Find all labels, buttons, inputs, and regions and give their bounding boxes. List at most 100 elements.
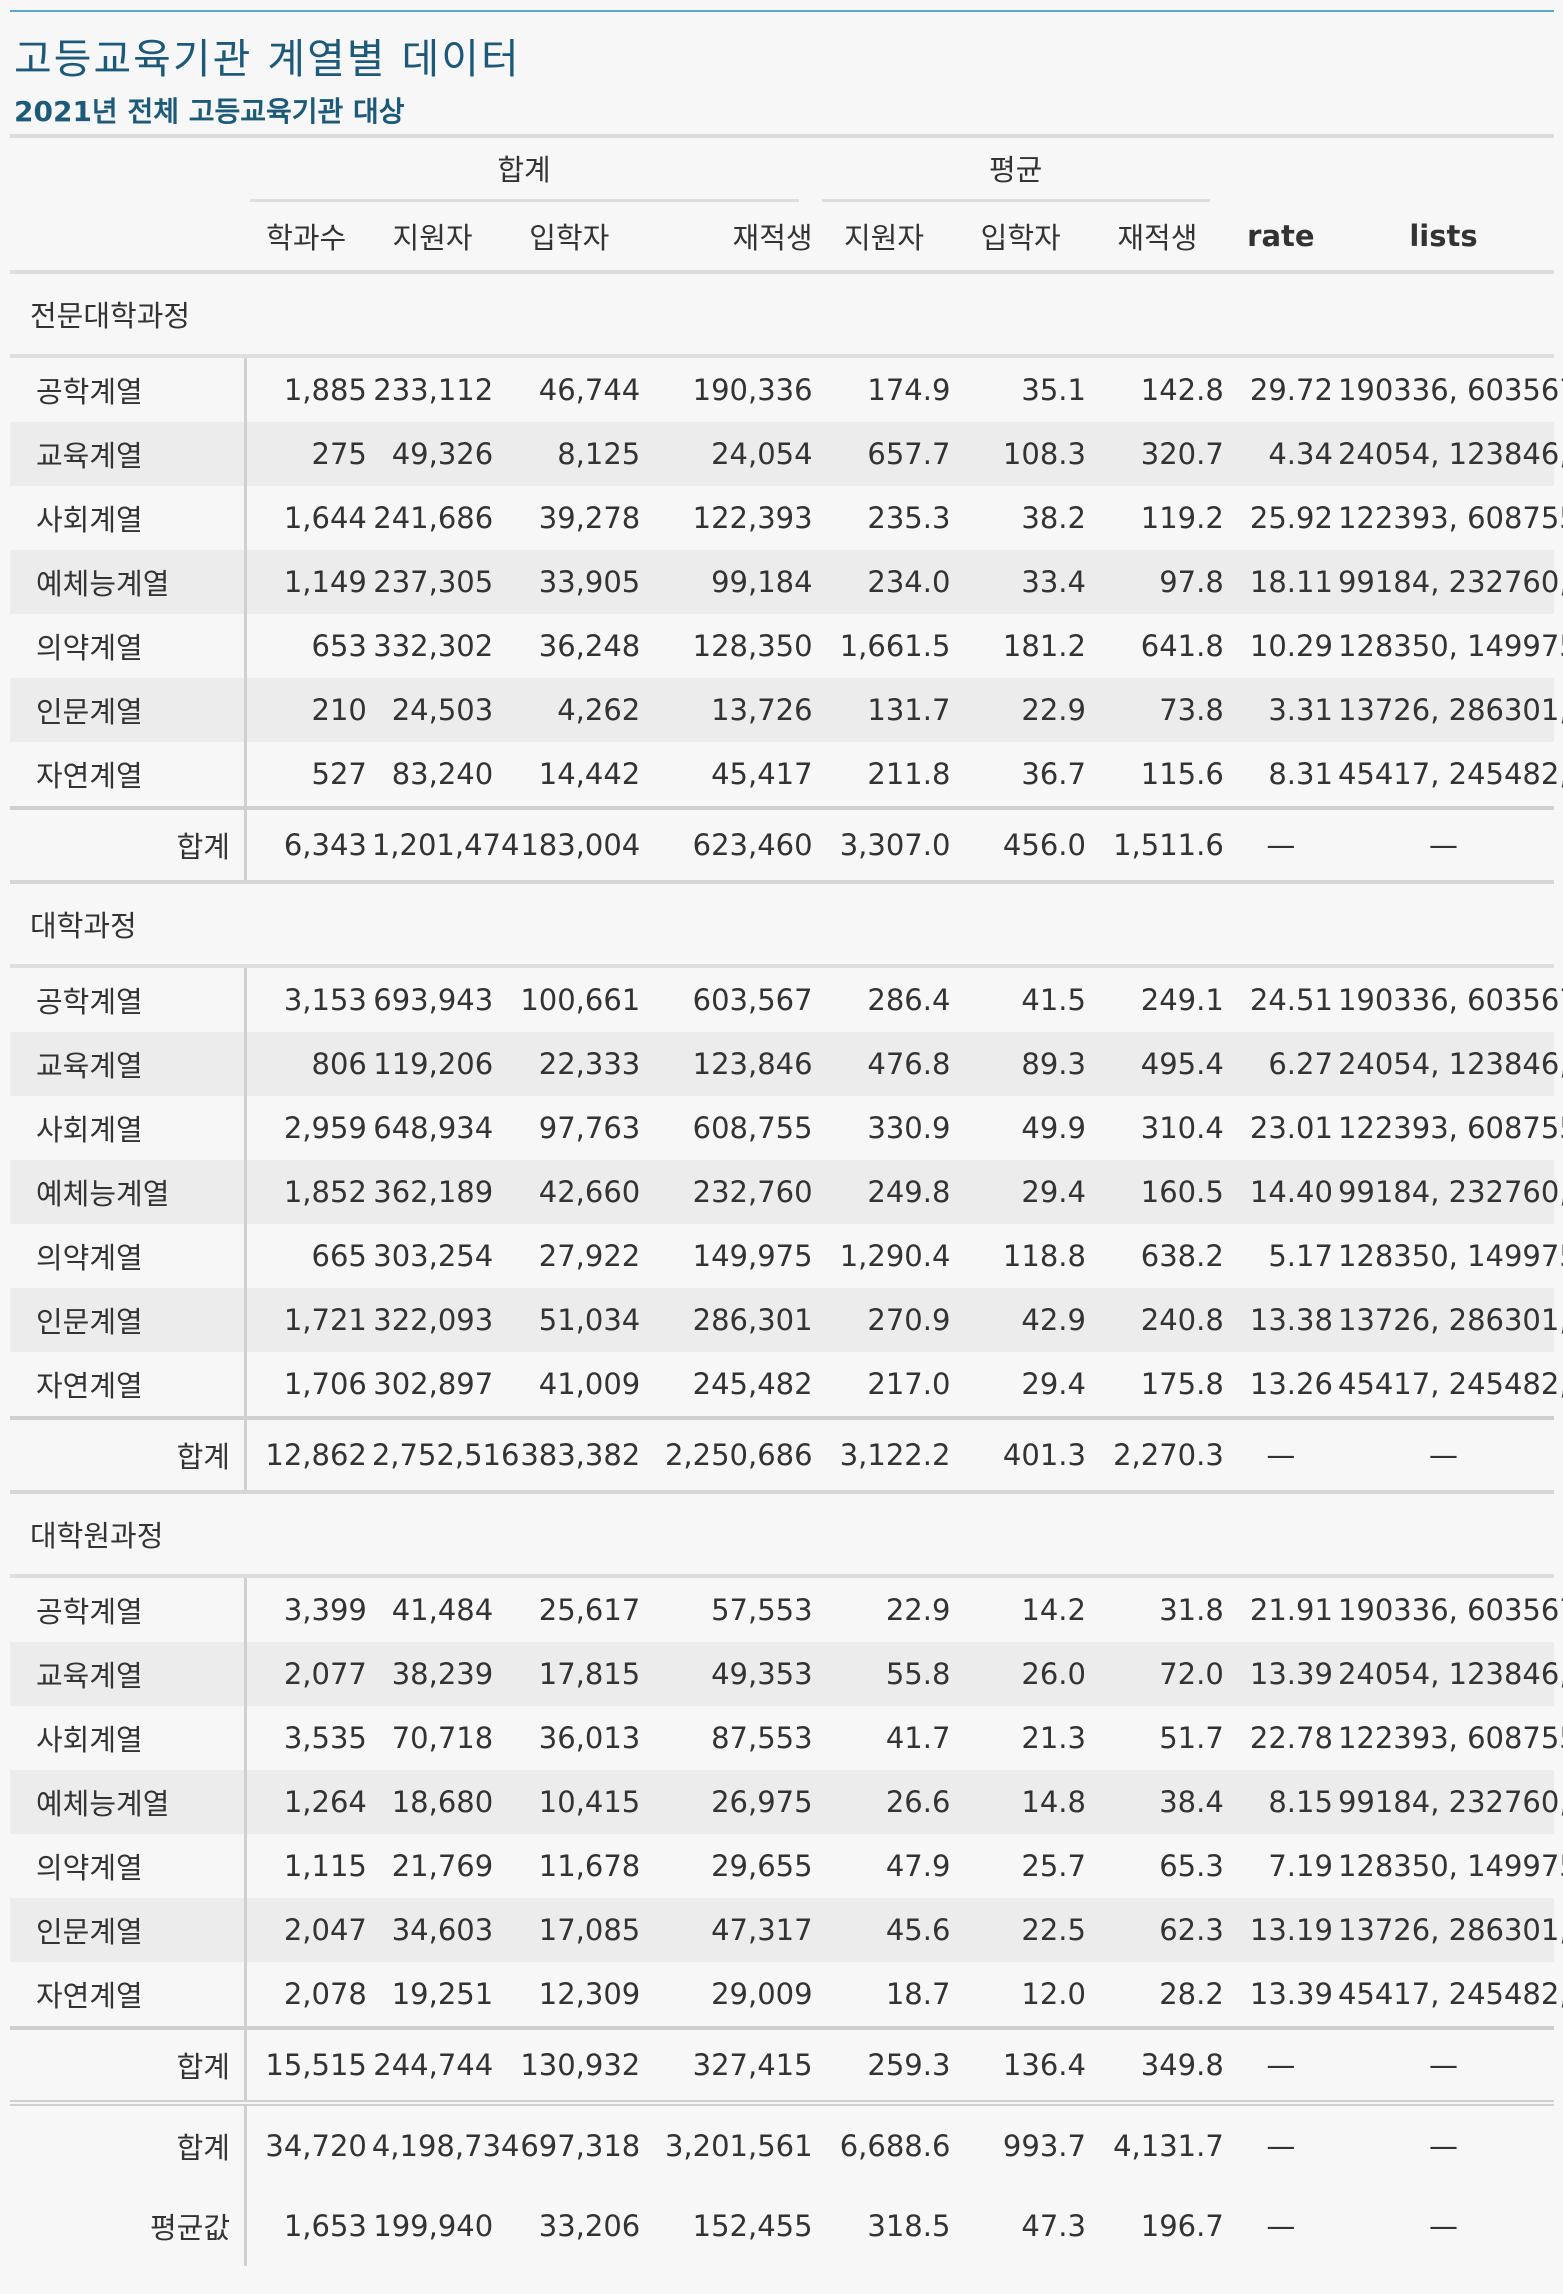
grand-summary-cell: 697,318: [498, 2100, 646, 2186]
table-cell: 45417, 245482, 29009: [1337, 1367, 1563, 1401]
row-label: 사회계열: [10, 1706, 247, 1770]
grand-summary-cell: 6,688.6: [817, 2100, 956, 2186]
row-label: 예체능계열: [10, 550, 247, 614]
table-cell: 648,934: [373, 1111, 494, 1145]
summary-cell: 623,460: [645, 806, 818, 884]
table-body: 전문대학과정 공학계열 1,885 233,112 46,744 190,336 174.9…: [10, 272, 1563, 2266]
table-cell: 28.2: [1159, 1977, 1224, 2011]
spanner-total: 합계: [246, 138, 818, 202]
table-cell: 4,262: [498, 678, 646, 742]
table-cell: 235.3: [867, 501, 951, 535]
table-cell: 97,763: [538, 1111, 641, 1145]
table-cell: 320.7: [1090, 422, 1229, 486]
table-row: 예체능계열 1,149 237,305 33,905 99,184 234.0 33.4 97…: [10, 550, 1563, 614]
table-cell: 26.0: [955, 1642, 1091, 1706]
table-cell: 97.8: [1090, 550, 1229, 614]
row-label: 교육계열: [10, 422, 247, 486]
row-label: 인문계열: [10, 678, 247, 742]
row-label: 교육계열: [10, 1032, 247, 1096]
table-cell: 190336, 603567, 57553: [1337, 983, 1563, 1017]
table-cell: 21,769: [391, 1849, 494, 1883]
table-cell: 303,254: [373, 1239, 494, 1273]
table-cell: 49,326: [371, 422, 499, 486]
table-row: 교육계열 2,077 38,239 17,815 49,353 55.8 26.0 72.0 1…: [10, 1642, 1563, 1706]
grand-summary-cell: —: [1428, 2209, 1458, 2243]
summary-cell: —: [1228, 1416, 1338, 1494]
table-cell: 38.2: [1021, 501, 1086, 535]
grand-summary-cell: 318.5: [867, 2209, 951, 2243]
table-cell: 128350, 149975, 29655: [1337, 629, 1563, 663]
table-cell: 1,115: [283, 1849, 367, 1883]
table-row: 공학계열 3,399 41,484 25,617 57,553 22.9 14.2 31.8 2…: [10, 1576, 1563, 1642]
col-header: lists: [1409, 219, 1478, 253]
table-cell: 25.92: [1249, 501, 1333, 535]
col-header: 지원자: [392, 221, 473, 255]
table-subtitle: 2021년 전체 고등교육기관 대상: [14, 95, 405, 128]
table-cell: 10,415: [498, 1770, 646, 1834]
table-cell: 24,054: [645, 422, 818, 486]
summary-cell: 3,122.2: [817, 1416, 956, 1494]
grand-summary-cell: 196.7: [1140, 2209, 1224, 2243]
group-label: 전문대학과정: [10, 272, 1554, 358]
table-cell: 603,567: [692, 983, 813, 1017]
table-cell: 245,482: [692, 1367, 813, 1401]
table-cell: 240.8: [1090, 1288, 1229, 1352]
table-cell: 99,184: [645, 550, 818, 614]
table-row: 인문계열 1,721 322,093 51,034 286,301 270.9 42.9 24…: [10, 1288, 1563, 1352]
table-row: 자연계열 1,706 302,897 41,009 245,482 217.0 29.4 17…: [10, 1352, 1563, 1418]
table-cell: 89.3: [955, 1032, 1091, 1096]
grand-summary-cell: 4,131.7: [1090, 2100, 1229, 2186]
table-cell: 1,885: [283, 373, 367, 407]
table-cell: 13.39: [1228, 1642, 1338, 1706]
table-cell: 2,959: [283, 1111, 367, 1145]
table-cell: 210: [245, 678, 372, 742]
table-cell: 3,399: [283, 1593, 367, 1627]
table-row: 자연계열 527 83,240 14,442 45,417 211.8 36.7 115.6 8…: [10, 742, 1563, 808]
summary-cell: 3,307.0: [817, 806, 956, 884]
table-cell: 45,417: [711, 757, 813, 791]
table-cell: 24054, 123846, 49353: [1337, 1642, 1563, 1706]
table-cell: 12.0: [1021, 1977, 1086, 2011]
data-table: 합계 평균 학과수 지원자 입학자 재적생 지원자 입학자 재적생 rate l…: [10, 138, 1563, 2266]
table-cell: 249.1: [1140, 983, 1224, 1017]
table-cell: 51.7: [1159, 1721, 1224, 1755]
row-label: 예체능계열: [10, 1160, 247, 1224]
summary-cell: 12,862: [245, 1416, 372, 1494]
table-cell: 3,153: [283, 983, 367, 1017]
grand-summary-cell: 47.3: [1021, 2209, 1086, 2243]
summary-cell: 383,382: [498, 1416, 646, 1494]
table-cell: 122393, 608755, 87553: [1337, 501, 1563, 535]
table-cell: 41,484: [391, 1593, 494, 1627]
table-cell: 1,290.4: [839, 1239, 951, 1273]
table-cell: 18,680: [371, 1770, 499, 1834]
table-cell: 22.9: [955, 678, 1091, 742]
grand-summary-cell: 1,653: [283, 2209, 367, 2243]
table-cell: 332,302: [373, 629, 494, 663]
table-cell: 8,125: [498, 422, 646, 486]
table-cell: 49,353: [645, 1642, 818, 1706]
row-label: 공학계열: [10, 966, 247, 1032]
table-cell: 42,660: [498, 1160, 646, 1224]
grand-summary-row: 평균값 1,653 199,940 33,206 152,455 318.5 47.3 196…: [10, 2186, 1554, 2266]
summary-cell: 183,004: [498, 806, 646, 884]
table-cell: 181.2: [1002, 629, 1086, 663]
table-cell: 131.7: [817, 678, 956, 742]
table-cell: 24.51: [1249, 983, 1333, 1017]
summary-cell: —: [1337, 806, 1554, 884]
group-header-row: 대학과정: [10, 882, 1554, 968]
table-cell: 35.1: [1021, 373, 1086, 407]
table-cell: 14.8: [955, 1770, 1091, 1834]
table-cell: 13726, 286301, 47317: [1337, 1898, 1563, 1962]
table-cell: 33,905: [498, 550, 646, 614]
summary-cell: 456.0: [955, 806, 1091, 884]
table-row: 예체능계열 1,264 18,680 10,415 26,975 26.6 14.8 38.4…: [10, 1770, 1563, 1834]
table-cell: 42.9: [955, 1288, 1091, 1352]
table-cell: 310.4: [1140, 1111, 1224, 1145]
table-cell: 495.4: [1090, 1032, 1229, 1096]
table-cell: 1,706: [283, 1367, 367, 1401]
summary-row: 합계 12,862 2,752,516 383,382 2,250,686 3,122.2…: [10, 1416, 1554, 1494]
summary-label: 합계: [10, 1416, 247, 1494]
row-label: 교육계열: [10, 1642, 247, 1706]
table-cell: 249.8: [817, 1160, 956, 1224]
table-cell: 18.11: [1228, 550, 1338, 614]
